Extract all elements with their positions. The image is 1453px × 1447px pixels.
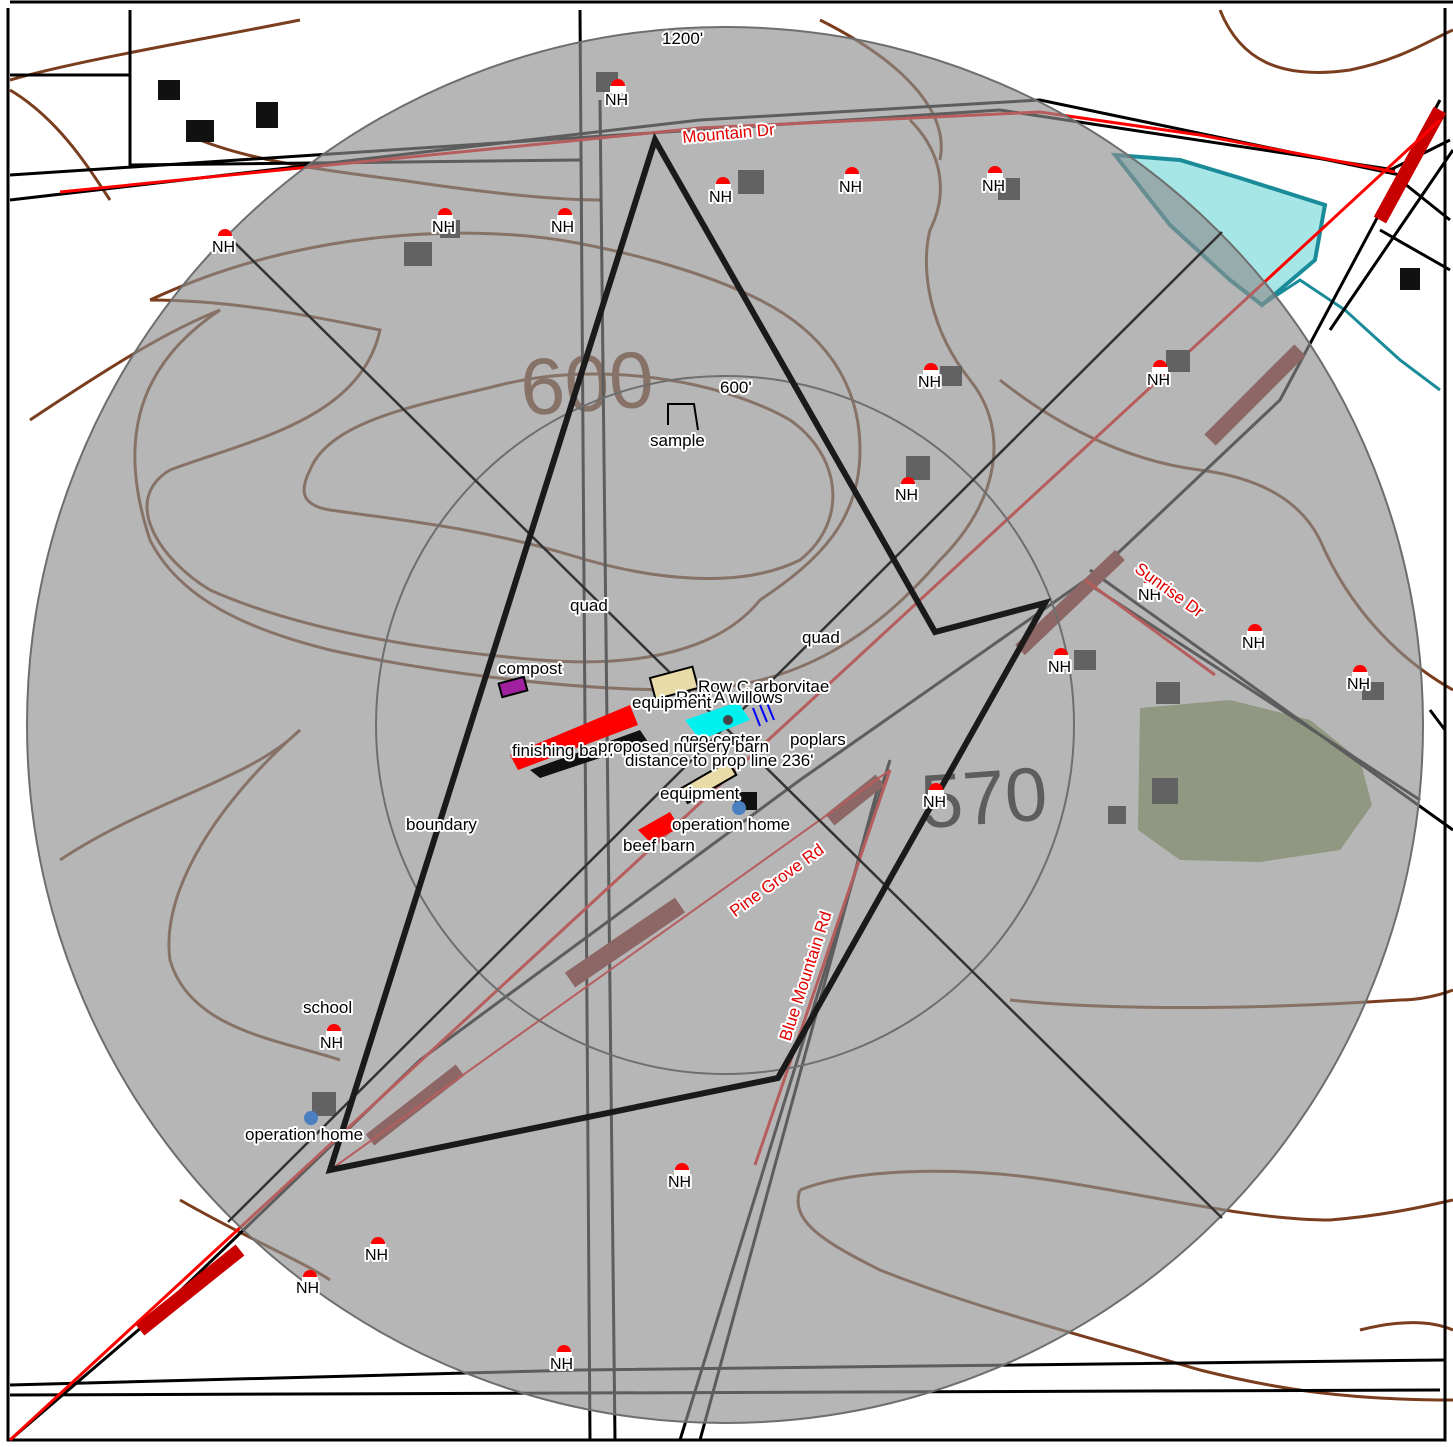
svg-text:NH: NH	[709, 189, 732, 206]
svg-text:NH: NH	[982, 178, 1005, 195]
svg-text:NH: NH	[551, 219, 574, 236]
nh-marker-icon: NH	[430, 208, 457, 238]
svg-text:NH: NH	[212, 239, 235, 256]
label-distance: distance to prop line 236'	[625, 751, 814, 770]
nh-marker-icon: NH	[363, 1237, 390, 1266]
svg-text:NH: NH	[320, 1035, 343, 1052]
label-row-a-willows: Row A willows	[676, 688, 783, 707]
nh-marker-icon: NH	[210, 229, 237, 258]
nh-marker-icon: NH	[707, 177, 734, 208]
nh-marker-icon: NH	[921, 783, 948, 813]
property-boundary	[325, 132, 1052, 1174]
nh-markers: NH NH NH NH NH NH NH NH NH NH NH NH NH N…	[210, 79, 1372, 1375]
buffer-600	[375, 375, 1075, 1075]
svg-text:NH: NH	[432, 219, 455, 236]
ring-label-600: 600'	[720, 378, 752, 397]
nh-marker-icon: NH	[548, 1345, 575, 1375]
label-operation-home: operation home	[245, 1125, 363, 1144]
svg-text:NH: NH	[550, 1356, 573, 1373]
svg-text:NH: NH	[1138, 587, 1161, 604]
label-geo-center: geo center	[680, 730, 761, 749]
nh-marker-icon: NH	[318, 1024, 345, 1054]
svg-text:NH: NH	[605, 92, 628, 109]
label-boundary: boundary	[406, 815, 477, 834]
label-compost: compost	[498, 659, 563, 678]
svg-text:NH: NH	[668, 1174, 691, 1191]
label-proposed-nursery-barn: proposed nursery barn	[598, 737, 769, 756]
operation-home-icon	[732, 801, 746, 815]
ring-label-1200: 1200'	[662, 29, 703, 48]
nh-marker-icon: NH	[1145, 360, 1172, 391]
svg-text:NH: NH	[1147, 372, 1170, 389]
label-school: school	[303, 998, 352, 1017]
nh-marker-icon: NH	[980, 166, 1007, 197]
site-structures	[497, 665, 775, 842]
svg-text:NH: NH	[839, 179, 862, 196]
nh-marker-icon: NH	[294, 1270, 321, 1299]
nh-marker-icon: NH	[1345, 665, 1372, 695]
nh-marker-icon: NH	[916, 363, 943, 393]
label-quad: quad	[570, 596, 608, 615]
svg-text:NH: NH	[895, 487, 918, 504]
nh-marker-icon: NH	[603, 79, 630, 111]
label-equipment: equipment	[632, 693, 712, 712]
svg-text:NH: NH	[918, 374, 941, 391]
nh-marker-icon: NH	[549, 208, 576, 238]
label-sample: sample	[650, 431, 705, 450]
svg-text:NH: NH	[365, 1247, 388, 1264]
label-row-c-arborvitae: Row C arborvitae	[698, 677, 829, 696]
svg-text:NH: NH	[1048, 659, 1071, 676]
svg-text:NH: NH	[1347, 676, 1370, 693]
svg-text:NH: NH	[296, 1280, 319, 1297]
svg-text:NH: NH	[923, 794, 946, 811]
label-beef-barn: beef barn	[623, 836, 695, 855]
label-poplars: poplars	[790, 730, 846, 749]
sample-marker	[667, 403, 699, 431]
nh-marker-icon: NH	[1046, 648, 1073, 678]
nh-marker-icon: NH	[1136, 576, 1163, 606]
nh-marker-icon: NH	[666, 1163, 693, 1193]
nh-marker-icon: NH	[1240, 624, 1267, 654]
nh-marker-icon: NH	[893, 477, 920, 506]
label-quad: quad	[802, 628, 840, 647]
label-finishing-barn: finishing barn	[512, 741, 613, 760]
label-equipment: equipment	[660, 784, 740, 803]
svg-text:NH: NH	[1242, 635, 1265, 652]
nh-marker-icon: NH	[837, 167, 864, 198]
label-operation-home: operation home	[672, 815, 790, 834]
operation-home-icon	[304, 1111, 318, 1125]
